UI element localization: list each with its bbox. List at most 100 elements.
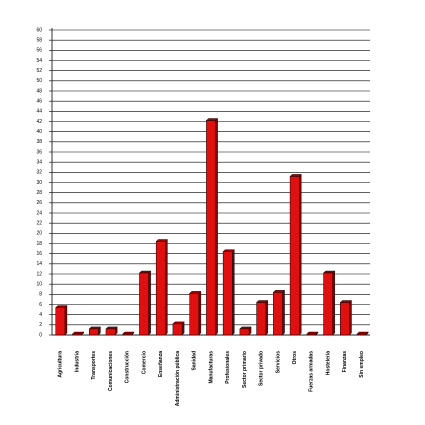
bar-top <box>239 326 252 330</box>
bar-top <box>205 118 219 121</box>
y-tick-label: 52 <box>36 68 42 74</box>
bar-top <box>138 270 152 274</box>
x-tick-label: Otros <box>292 351 298 365</box>
x-tick-label: Manufacturas <box>208 351 214 384</box>
x-tick-label: Hostelería <box>325 351 331 375</box>
bar-top <box>172 321 185 325</box>
y-tick-label: 26 <box>36 200 42 206</box>
y-tick-label: 54 <box>36 58 42 64</box>
bar <box>256 302 267 336</box>
bar-top <box>55 305 68 308</box>
y-tick-label: 0 <box>39 332 42 338</box>
bar-side <box>165 238 168 336</box>
bar-top <box>72 331 85 335</box>
bar <box>55 307 66 336</box>
y-tick-label: 34 <box>36 159 42 165</box>
bar-side <box>64 305 68 336</box>
bar <box>239 328 250 336</box>
bar-side <box>215 118 218 336</box>
y-tick-label: 40 <box>36 129 42 135</box>
y-tick-label: 38 <box>36 139 42 145</box>
y-tick-label: 58 <box>36 37 42 43</box>
bar <box>122 333 133 336</box>
bar <box>88 328 99 336</box>
bar-top <box>256 300 269 303</box>
y-tick-label: 48 <box>36 88 42 94</box>
y-tick-label: 14 <box>36 261 42 267</box>
bar-top <box>339 300 352 303</box>
x-tick-label: Profesionales <box>225 351 231 384</box>
bar <box>273 292 283 336</box>
bar-top <box>222 249 235 252</box>
y-tick-label: 6 <box>39 302 42 308</box>
bar-top <box>155 239 168 242</box>
y-tick-label: 22 <box>36 220 42 226</box>
y-tick-label: 56 <box>36 48 42 54</box>
y-tick-label: 32 <box>36 170 42 176</box>
x-tick-label: Enseñanza <box>158 351 164 377</box>
y-tick-label: 44 <box>36 109 42 115</box>
y-tick-label: 30 <box>36 180 42 186</box>
x-tick-label: Servicios <box>275 351 281 373</box>
x-tick-label: Sin empleo <box>359 351 365 378</box>
x-tick-label: Transportes <box>91 351 97 380</box>
bar-top <box>88 326 101 330</box>
bar-top <box>122 331 135 335</box>
bar-side <box>232 249 235 336</box>
bar <box>323 272 334 336</box>
bar <box>356 333 367 336</box>
bar-side <box>299 173 302 336</box>
x-tick-label: Sanidad <box>192 351 198 370</box>
x-tick-label: Construcción <box>125 351 131 383</box>
bar-side <box>198 290 202 336</box>
bar <box>222 251 233 336</box>
bar-top <box>105 326 118 330</box>
x-tick-label: Administración pública <box>175 351 181 407</box>
bar-top <box>323 270 336 274</box>
y-tick-label: 36 <box>36 149 42 155</box>
x-tick-label: Comercio <box>141 351 147 374</box>
y-tick-label: 10 <box>36 281 42 287</box>
bar <box>105 328 116 336</box>
bar <box>139 272 149 336</box>
bar <box>206 120 216 336</box>
x-tick-label: Fuerzas armadas <box>309 351 315 392</box>
y-tick-label: 4 <box>39 312 42 318</box>
y-tick-label: 60 <box>36 27 42 33</box>
bar <box>189 293 200 336</box>
x-tick-label: Industria <box>74 351 80 372</box>
x-tick-label: Comunicaciones <box>108 351 114 391</box>
y-tick-label: 18 <box>36 241 42 247</box>
x-tick-label: Sector privado <box>259 351 265 386</box>
bar-side <box>265 299 269 336</box>
bar-side <box>332 270 335 336</box>
x-tick-label: Sector primario <box>242 351 248 388</box>
y-tick-label: 20 <box>36 231 42 237</box>
bar-side <box>349 299 352 336</box>
bar-side <box>282 289 285 336</box>
y-tick-label: 50 <box>36 78 42 84</box>
bar-side <box>148 270 151 336</box>
bar-top <box>272 290 286 293</box>
bar <box>172 323 183 336</box>
bar-top <box>356 331 369 335</box>
bar-top <box>189 291 202 294</box>
bar <box>306 333 317 336</box>
bar-top <box>289 174 302 177</box>
x-tick-label: Finanzas <box>342 351 348 373</box>
bar <box>72 333 82 336</box>
y-tick-label: 2 <box>39 322 42 328</box>
bar <box>289 176 300 336</box>
y-tick-label: 16 <box>36 251 42 257</box>
x-tick-label: Agricultura <box>58 351 64 378</box>
y-tick-label: 42 <box>36 119 42 125</box>
y-tick-label: 24 <box>36 210 42 216</box>
y-tick-label: 28 <box>36 190 42 196</box>
bar <box>340 302 350 336</box>
bar-top <box>306 331 319 335</box>
y-tick-label: 46 <box>36 98 42 104</box>
y-tick-label: 8 <box>39 292 42 298</box>
bar <box>155 241 166 336</box>
y-tick-label: 12 <box>36 271 42 277</box>
